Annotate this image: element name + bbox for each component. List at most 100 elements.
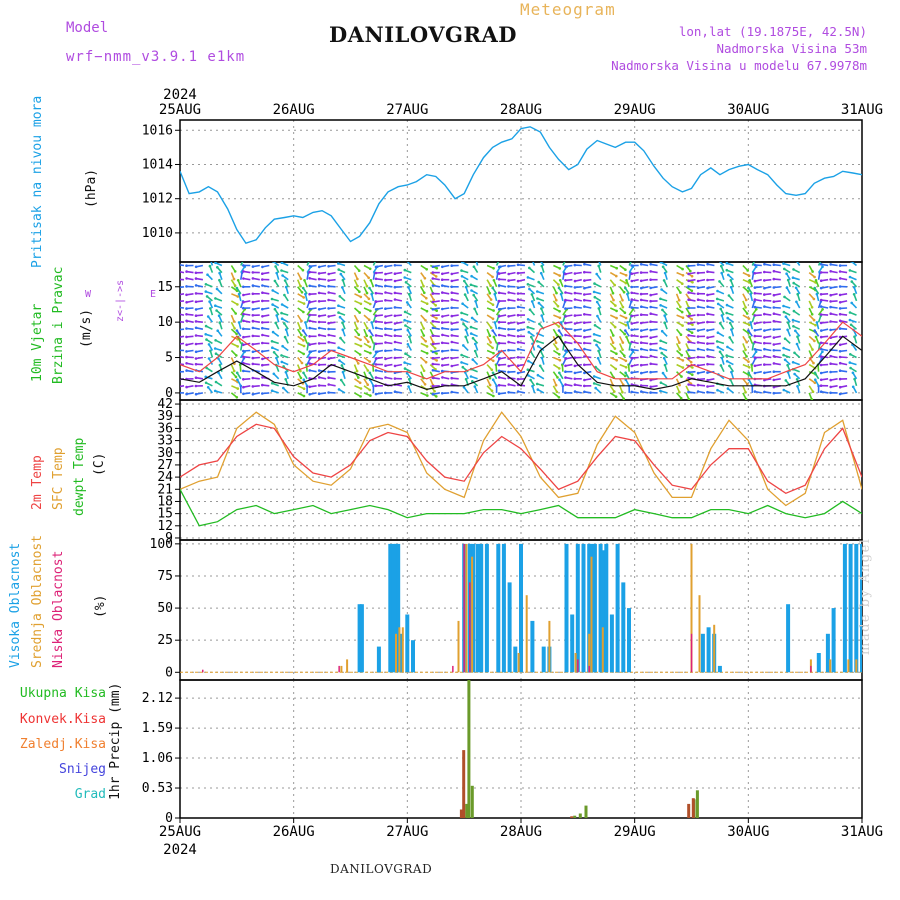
elevation-text: Nadmorska Visina 53m <box>716 41 867 56</box>
wind-arrow-head <box>185 319 188 323</box>
wind-arrow-head <box>812 361 815 365</box>
wind-arrow-head <box>614 395 618 399</box>
wind-arrow-head <box>772 343 776 346</box>
cloud-bar-0 <box>391 543 396 673</box>
cloud-bar-1 <box>395 633 397 673</box>
wind-arrow-head <box>384 391 387 395</box>
wind-arrow-head <box>274 321 278 325</box>
wind-arrow-head <box>763 312 766 316</box>
wind-arrow-head <box>631 350 635 354</box>
wind-arrow-head <box>838 307 842 310</box>
wind-arrow-head <box>623 332 626 336</box>
wind-arrow-head <box>393 298 397 301</box>
wind-arrow-head <box>681 267 684 271</box>
wind-arrow-head <box>215 309 218 312</box>
wind-arrow-head <box>261 350 264 353</box>
wind-arrow-head <box>431 271 435 274</box>
wind-arrow-head <box>403 367 407 370</box>
wind-arrow-head <box>358 381 362 385</box>
wind-arrow-head <box>649 328 652 332</box>
wind-arrow-head <box>649 378 652 382</box>
wind-arrow-head <box>185 362 188 365</box>
wind-arrow-head <box>461 302 464 306</box>
y-tick-label: 5 <box>165 351 173 366</box>
wind-arrow-head <box>663 271 667 275</box>
wind-arrow-head <box>785 272 788 276</box>
wind-arrow-head <box>185 355 188 359</box>
wind-arrow-head <box>474 342 477 346</box>
wind-arrow-head <box>176 294 179 297</box>
cloud-bar-1 <box>548 620 551 673</box>
wind-arrow-head <box>369 335 373 339</box>
wind-arrow-head <box>369 279 373 282</box>
wind-arrow-head <box>194 362 198 366</box>
wind-arrow-head <box>526 368 530 372</box>
wind-arrow-head <box>460 275 464 278</box>
wind-arrow-head <box>327 265 330 268</box>
wind-arrow-head <box>185 313 188 316</box>
wind-arrow-head <box>783 337 787 341</box>
wind-arrow-head <box>433 390 436 393</box>
wind-arrow-head <box>573 334 577 338</box>
wind-arrow-head <box>516 271 520 275</box>
cloud-bar-0 <box>484 543 489 673</box>
wind-arrow-head <box>526 318 530 321</box>
wind-arrow-head <box>630 334 633 337</box>
wind-arrow-head <box>261 326 264 330</box>
wind-arrow-head <box>431 308 435 311</box>
cloud-bar-0 <box>615 543 620 673</box>
wind-arrow-head <box>384 291 387 294</box>
wind-arrow-head <box>450 298 454 301</box>
footer-station: DANILOVGRAD <box>330 862 433 876</box>
wind-arrow-head <box>368 286 371 290</box>
wind-arrow-head <box>540 307 543 310</box>
wind-arrow-head <box>374 277 378 281</box>
wind-arrow-head <box>530 300 534 303</box>
wind-arrow-head <box>597 264 600 268</box>
wind-arrow-head <box>623 374 627 378</box>
wind-arrow-head <box>687 314 690 318</box>
wind-arrow-head <box>205 338 208 341</box>
wind-arrow-head <box>696 322 700 325</box>
wind-arrow-head <box>308 350 312 354</box>
wind-arrow-head <box>374 376 378 379</box>
wind-arrow-head <box>772 349 776 352</box>
wind-arrow <box>180 355 185 359</box>
wind-arrow-head <box>772 312 776 316</box>
wind-arrow-head <box>393 328 397 332</box>
wind-arrow-head <box>726 387 730 390</box>
wind-arrow-head <box>407 385 410 388</box>
wind-arrow-head <box>507 328 510 331</box>
wind-arrow-head <box>753 286 757 289</box>
wind-arrow-head <box>687 390 690 394</box>
wind-arrow-head <box>829 300 832 303</box>
wind-arrow-head <box>718 350 722 354</box>
wind-arrow-head <box>687 306 690 310</box>
wind-arrow-head <box>194 392 198 396</box>
wind-arrow-head <box>829 312 832 316</box>
wind-arrow-head <box>624 286 627 290</box>
wind-arrow-head <box>516 335 520 338</box>
wind-arrow-head <box>176 336 179 339</box>
y-tick-label: 1016 <box>142 123 173 138</box>
wind-arrow-head <box>556 347 559 351</box>
wind-arrow-head <box>772 336 776 339</box>
wind-arrow-head <box>384 341 387 344</box>
wind-arrow-head <box>235 371 239 375</box>
wind-arrow-head <box>214 304 217 308</box>
wind-arrow-head <box>725 268 729 272</box>
wind-arrow-head <box>460 269 463 272</box>
wind-arrow-head <box>441 272 444 276</box>
cloud-bar-0 <box>854 543 859 673</box>
wind-arrow-head <box>393 291 397 295</box>
temp-unit: (C) <box>92 452 107 476</box>
wind-arrow-head <box>564 341 567 344</box>
wind-arrow-head <box>185 270 188 273</box>
pressure-unit: (hPa) <box>84 168 99 208</box>
wind-arrow-head <box>271 330 275 334</box>
wind-arrow-head <box>792 268 795 271</box>
wind-arrow-head <box>772 293 776 297</box>
temp-label-1: 2m Temp <box>30 455 45 510</box>
cloud-bar-0 <box>600 550 605 673</box>
top-time-label: 26AUG <box>273 102 315 118</box>
